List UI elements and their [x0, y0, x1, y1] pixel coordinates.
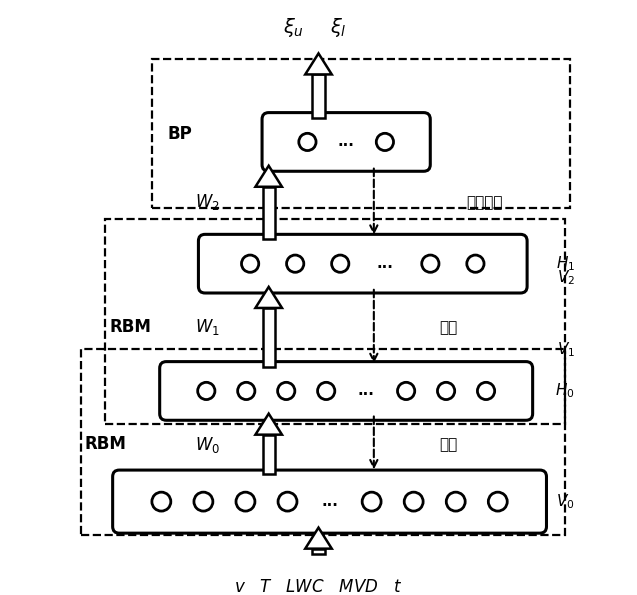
- Text: $V_2$: $V_2$: [557, 269, 575, 287]
- Text: $\xi_l$: $\xi_l$: [329, 16, 346, 39]
- Circle shape: [332, 255, 349, 273]
- Text: $W_2$: $W_2$: [196, 192, 220, 212]
- Text: $H_0$: $H_0$: [555, 381, 575, 400]
- FancyBboxPatch shape: [160, 362, 533, 420]
- Circle shape: [489, 492, 507, 511]
- Text: RBM: RBM: [85, 434, 126, 453]
- Circle shape: [477, 383, 495, 400]
- FancyBboxPatch shape: [198, 234, 527, 293]
- Circle shape: [236, 492, 255, 511]
- Polygon shape: [255, 287, 282, 308]
- Bar: [262, 187, 275, 239]
- Bar: [106, 220, 565, 424]
- Circle shape: [318, 383, 335, 400]
- Bar: [262, 308, 275, 367]
- Bar: [262, 435, 275, 474]
- Circle shape: [467, 255, 484, 273]
- Text: $V_1$: $V_1$: [557, 340, 575, 359]
- Polygon shape: [305, 528, 332, 549]
- Circle shape: [194, 492, 213, 511]
- Text: $W_0$: $W_0$: [196, 434, 220, 455]
- Bar: [312, 549, 325, 554]
- Circle shape: [438, 383, 455, 400]
- Polygon shape: [305, 54, 332, 74]
- Circle shape: [404, 492, 423, 511]
- Circle shape: [197, 383, 215, 400]
- Text: $v$   $T$   $LWC$   $MVD$   $t$: $v$ $T$ $LWC$ $MVD$ $t$: [234, 578, 403, 595]
- Circle shape: [241, 255, 259, 273]
- Circle shape: [287, 255, 304, 273]
- Circle shape: [422, 255, 439, 273]
- Bar: [152, 59, 570, 208]
- FancyBboxPatch shape: [113, 470, 547, 533]
- Bar: [80, 349, 565, 535]
- Text: 微调: 微调: [440, 320, 457, 335]
- Polygon shape: [255, 166, 282, 187]
- Text: ...: ...: [377, 256, 394, 271]
- Text: $V_0$: $V_0$: [556, 492, 575, 511]
- Circle shape: [238, 383, 255, 400]
- Bar: [312, 74, 325, 118]
- Circle shape: [447, 492, 465, 511]
- Text: $\xi_u$: $\xi_u$: [283, 16, 304, 39]
- Text: ...: ...: [338, 134, 355, 149]
- Text: ...: ...: [321, 494, 338, 509]
- Circle shape: [299, 133, 316, 151]
- Text: BP: BP: [168, 124, 192, 143]
- FancyBboxPatch shape: [262, 112, 430, 171]
- Text: RBM: RBM: [110, 318, 152, 336]
- Text: $H_1$: $H_1$: [555, 254, 575, 273]
- Circle shape: [362, 492, 381, 511]
- Circle shape: [376, 133, 394, 151]
- Circle shape: [278, 383, 295, 400]
- Text: $W_1$: $W_1$: [196, 317, 220, 337]
- Circle shape: [152, 492, 171, 511]
- Text: 反向传播: 反向传播: [466, 195, 503, 210]
- Circle shape: [397, 383, 415, 400]
- Text: 微调: 微调: [440, 437, 457, 452]
- Polygon shape: [255, 414, 282, 435]
- Text: ...: ...: [358, 383, 375, 399]
- Circle shape: [278, 492, 297, 511]
